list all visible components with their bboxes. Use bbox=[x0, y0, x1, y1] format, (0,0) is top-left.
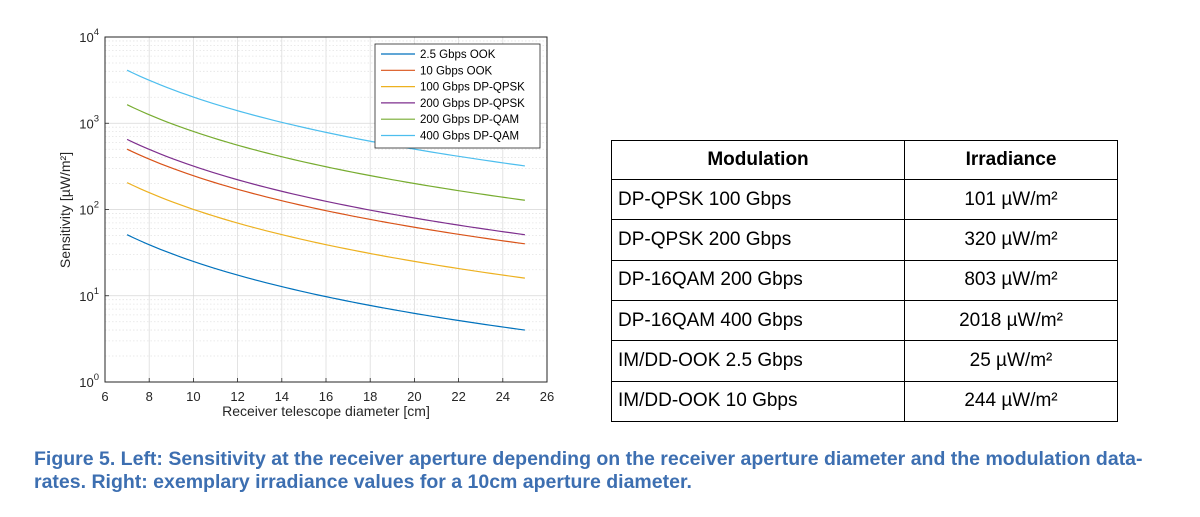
legend: 2.5 Gbps OOK 10 Gbps OOK 100 Gbps DP-QPSK 2… bbox=[374, 43, 541, 149]
x-tick-label: 20 bbox=[407, 389, 421, 404]
cell-irradiance: 244 µW/m² bbox=[904, 380, 1118, 423]
y-tick-label: 104 bbox=[79, 27, 99, 45]
legend-label: 2.5 Gbps OOK bbox=[420, 49, 496, 61]
legend-label: 200 Gbps DP-QAM bbox=[420, 114, 519, 126]
table-row: IM/DD-OOK 2.5 Gbps 25 µW/m² bbox=[611, 340, 1118, 382]
irradiance-table: Modulation Irradiance DP-QPSK 100 Gbps 1… bbox=[611, 140, 1118, 423]
y-tick-base: 10 bbox=[79, 375, 93, 390]
x-tick-label: 26 bbox=[540, 389, 554, 404]
x-tick-label: 12 bbox=[230, 389, 244, 404]
y-tick-base: 10 bbox=[79, 203, 93, 218]
x-axis-ticks: 6 8 10 12 14 16 18 20 22 24 26 bbox=[101, 378, 554, 404]
table-row: DP-16QAM 200 Gbps 803 µW/m² bbox=[611, 259, 1118, 301]
legend-label: 10 Gbps OOK bbox=[420, 65, 493, 77]
cell-irradiance: 25 µW/m² bbox=[904, 340, 1118, 382]
table-row: DP-QPSK 100 Gbps 101 µW/m² bbox=[611, 178, 1118, 221]
y-tick-base: 10 bbox=[79, 30, 93, 45]
series-line bbox=[126, 148, 525, 245]
legend-label: 200 Gbps DP-QPSK bbox=[420, 98, 525, 110]
figure-caption: Figure 5. Left: Sensitivity at the recei… bbox=[34, 448, 1143, 493]
x-tick-label: 16 bbox=[319, 389, 333, 404]
x-tick-label: 10 bbox=[186, 389, 200, 404]
cell-modulation: DP-QPSK 100 Gbps bbox=[611, 178, 905, 221]
table-row: DP-16QAM 400 Gbps 2018 µW/m² bbox=[611, 299, 1118, 342]
y-tick-base: 10 bbox=[79, 289, 93, 304]
table-header-row: Modulation Irradiance bbox=[611, 140, 1118, 180]
y-tick-base: 10 bbox=[79, 116, 93, 131]
x-tick-label: 24 bbox=[496, 389, 510, 404]
cell-irradiance: 2018 µW/m² bbox=[904, 299, 1118, 342]
x-tick-label: 8 bbox=[146, 389, 153, 404]
legend-label: 400 Gbps DP-QAM bbox=[420, 131, 519, 143]
y-tick-label: 100 bbox=[79, 372, 99, 390]
y-tick-label: 103 bbox=[79, 113, 99, 131]
x-tick-label: 22 bbox=[451, 389, 465, 404]
cell-modulation: IM/DD-OOK 10 Gbps bbox=[611, 380, 905, 423]
y-tick-exponent: 3 bbox=[94, 113, 99, 124]
series-line bbox=[126, 234, 525, 331]
cell-modulation: DP-16QAM 400 Gbps bbox=[611, 299, 905, 342]
cell-modulation: DP-16QAM 200 Gbps bbox=[611, 259, 905, 301]
cell-irradiance: 101 µW/m² bbox=[904, 178, 1118, 221]
x-tick-label: 14 bbox=[275, 389, 289, 404]
x-axis-label: Receiver telescope diameter [cm] bbox=[222, 403, 430, 419]
series-line bbox=[126, 138, 525, 236]
series-line bbox=[126, 104, 525, 201]
y-axis-label: Sensitivity [µW/m²] bbox=[57, 152, 73, 268]
y-tick-label: 102 bbox=[79, 200, 99, 218]
legend-box bbox=[374, 43, 541, 149]
x-tick-label: 18 bbox=[363, 389, 377, 404]
legend-label: 100 Gbps DP-QPSK bbox=[420, 82, 525, 94]
cell-modulation: DP-QPSK 200 Gbps bbox=[611, 219, 905, 261]
series-line bbox=[126, 69, 525, 167]
header-modulation: Modulation bbox=[611, 140, 905, 180]
y-tick-exponent: 2 bbox=[94, 200, 99, 211]
header-irradiance: Irradiance bbox=[904, 140, 1118, 180]
series-line bbox=[126, 182, 525, 279]
y-tick-exponent: 1 bbox=[94, 286, 99, 297]
series-lines bbox=[126, 69, 525, 331]
y-tick-exponent: 4 bbox=[94, 27, 99, 38]
y-tick-label: 101 bbox=[79, 286, 99, 304]
cell-irradiance: 803 µW/m² bbox=[904, 259, 1118, 301]
y-tick-exponent: 0 bbox=[94, 372, 99, 383]
table-row: IM/DD-OOK 10 Gbps 244 µW/m² bbox=[611, 380, 1118, 423]
x-tick-label: 6 bbox=[101, 389, 108, 404]
table-row: DP-QPSK 200 Gbps 320 µW/m² bbox=[611, 219, 1118, 261]
cell-modulation: IM/DD-OOK 2.5 Gbps bbox=[611, 340, 905, 382]
cell-irradiance: 320 µW/m² bbox=[904, 219, 1118, 261]
